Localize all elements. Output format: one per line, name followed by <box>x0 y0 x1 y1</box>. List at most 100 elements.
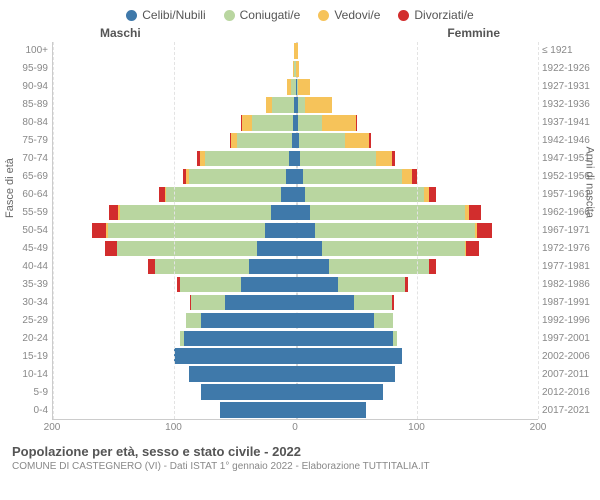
bar-segment <box>225 295 295 310</box>
x-tick: 100 <box>408 422 425 433</box>
bar-segment <box>186 313 201 328</box>
bar-segment <box>354 295 393 310</box>
legend-swatch <box>398 10 409 21</box>
age-tick: 35-39 <box>0 276 48 294</box>
age-tick: 25-29 <box>0 312 48 330</box>
age-tick: 80-84 <box>0 114 48 132</box>
legend-label: Coniugati/e <box>240 8 301 22</box>
footer: Popolazione per età, sesso e stato civil… <box>0 434 600 472</box>
bar-segment <box>299 133 345 148</box>
column-headers: Maschi Femmine <box>0 26 600 42</box>
gridline <box>53 42 54 419</box>
bar-segment <box>296 295 354 310</box>
bar-segment <box>296 205 311 220</box>
bar-segment <box>369 133 370 148</box>
age-tick: 50-54 <box>0 222 48 240</box>
pyramid-row <box>53 239 538 257</box>
birth-tick: 1977-1981 <box>542 258 600 276</box>
bar-segment <box>296 259 330 274</box>
bar-segment <box>257 241 296 256</box>
legend-item: Vedovi/e <box>318 8 380 22</box>
bar-segment <box>402 169 412 184</box>
x-axis: 2001000100200 <box>0 420 600 434</box>
bar-segment <box>296 313 375 328</box>
bar-segment <box>109 205 119 220</box>
bar-segment <box>252 115 293 130</box>
bar-segment <box>305 97 332 112</box>
bar-segment <box>117 241 256 256</box>
pyramid-row <box>53 96 538 114</box>
bar-segment <box>189 366 296 381</box>
legend-item: Coniugati/e <box>224 8 301 22</box>
bar-segment <box>300 151 375 166</box>
plot-area: 100+95-9990-9485-8980-8475-7970-7465-696… <box>0 42 600 420</box>
bar-segment <box>237 133 292 148</box>
pyramid-row <box>53 347 538 365</box>
legend-item: Celibi/Nubili <box>126 8 205 22</box>
bar-segment <box>296 241 323 256</box>
bar-segment <box>298 115 322 130</box>
birth-tick: 1937-1941 <box>542 114 600 132</box>
pyramid-row <box>53 78 538 96</box>
birth-tick: 2002-2006 <box>542 348 600 366</box>
bar-segment <box>220 402 295 417</box>
bar-segment <box>296 348 403 363</box>
bar-segment <box>305 187 424 202</box>
gridline <box>538 42 539 419</box>
plot <box>52 42 538 420</box>
bar-segment <box>469 205 481 220</box>
header-male: Maschi <box>100 26 141 40</box>
pyramid-row <box>53 329 538 347</box>
bar-segment <box>298 97 305 112</box>
bar-segment <box>105 241 117 256</box>
age-tick: 5-9 <box>0 384 48 402</box>
bar-segment <box>296 366 395 381</box>
bar-segment <box>296 331 393 346</box>
bar-segment <box>296 61 300 76</box>
gridline <box>417 42 418 419</box>
x-tick: 200 <box>44 422 61 433</box>
bar-segment <box>296 187 306 202</box>
pyramid-row <box>53 365 538 383</box>
pyramid-row <box>53 275 538 293</box>
legend-item: Divorziati/e <box>398 8 473 22</box>
bar-segment <box>201 384 296 399</box>
bar-segment <box>477 223 492 238</box>
bar-segment <box>405 277 409 292</box>
birth-tick: 1972-1976 <box>542 240 600 258</box>
legend: Celibi/Nubili Coniugati/e Vedovi/e Divorzia… <box>0 0 600 26</box>
birth-tick: 2012-2016 <box>542 384 600 402</box>
bar-segment <box>374 313 392 328</box>
bar-segment <box>315 223 475 238</box>
bar-segment <box>155 259 250 274</box>
bar-segment <box>148 259 155 274</box>
birth-tick: ≤ 1921 <box>542 42 600 60</box>
bar-segment <box>92 223 107 238</box>
bar-segment <box>376 151 393 166</box>
age-tick: 10-14 <box>0 366 48 384</box>
pyramid-row <box>53 186 538 204</box>
footer-title: Popolazione per età, sesso e stato civil… <box>12 444 588 459</box>
bar-segment <box>249 259 295 274</box>
bar-segment <box>296 223 315 238</box>
birth-tick: 1927-1931 <box>542 78 600 96</box>
bar-segment <box>265 223 295 238</box>
bar-segment <box>296 43 298 58</box>
bar-segment <box>392 151 394 166</box>
bar-segment <box>322 115 356 130</box>
bar-segment <box>310 205 465 220</box>
bar-segment <box>356 115 357 130</box>
birth-tick: 1932-1936 <box>542 96 600 114</box>
x-tick: 0 <box>292 422 298 433</box>
bar-rows <box>53 42 538 419</box>
gridline <box>174 42 175 419</box>
legend-label: Celibi/Nubili <box>142 8 205 22</box>
age-tick: 45-49 <box>0 240 48 258</box>
pyramid-row <box>53 293 538 311</box>
age-tick: 85-89 <box>0 96 48 114</box>
age-tick: 75-79 <box>0 132 48 150</box>
age-tick: 100+ <box>0 42 48 60</box>
bar-segment <box>201 313 296 328</box>
bar-segment <box>338 277 405 292</box>
bar-segment <box>429 259 436 274</box>
